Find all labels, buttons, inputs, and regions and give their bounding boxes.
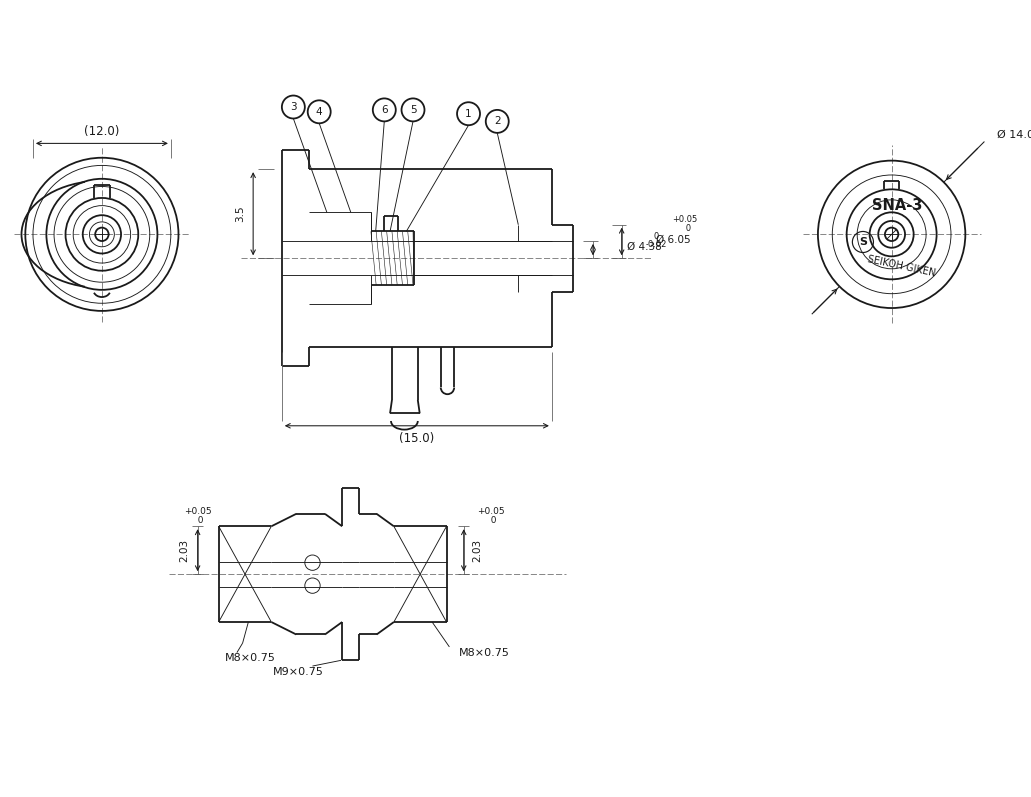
- Text: (15.0): (15.0): [399, 432, 434, 445]
- Text: 3.5: 3.5: [235, 206, 244, 222]
- Text: 1: 1: [465, 108, 472, 119]
- Text: 0: 0: [654, 232, 659, 241]
- Text: (12.0): (12.0): [85, 125, 120, 139]
- Text: 2.03: 2.03: [179, 539, 190, 562]
- Text: 2.03: 2.03: [472, 539, 483, 562]
- Text: 2: 2: [494, 116, 501, 127]
- Text: +0.05: +0.05: [672, 215, 698, 225]
- Text: -0.02: -0.02: [645, 241, 667, 249]
- Text: 5: 5: [409, 105, 417, 115]
- Text: SEIKOH GIKEN: SEIKOH GIKEN: [866, 253, 936, 278]
- Text: S: S: [859, 237, 867, 247]
- Text: 3: 3: [290, 102, 297, 112]
- Text: Ø 14.0: Ø 14.0: [997, 130, 1031, 139]
- Text: M8×0.75: M8×0.75: [459, 648, 510, 658]
- Text: 4: 4: [315, 107, 323, 117]
- Text: M8×0.75: M8×0.75: [225, 654, 275, 663]
- Text: M9×0.75: M9×0.75: [273, 667, 324, 677]
- Text: +0.05: +0.05: [476, 508, 504, 516]
- Text: SNA-3: SNA-3: [872, 198, 923, 213]
- Text: 6: 6: [381, 105, 388, 115]
- Text: 0: 0: [678, 224, 692, 233]
- Text: Ø 4.38: Ø 4.38: [628, 241, 662, 252]
- Text: 0: 0: [485, 516, 496, 525]
- Text: +0.05: +0.05: [184, 508, 211, 516]
- Text: 0: 0: [192, 516, 203, 525]
- Text: Ø 6.05: Ø 6.05: [656, 234, 691, 245]
